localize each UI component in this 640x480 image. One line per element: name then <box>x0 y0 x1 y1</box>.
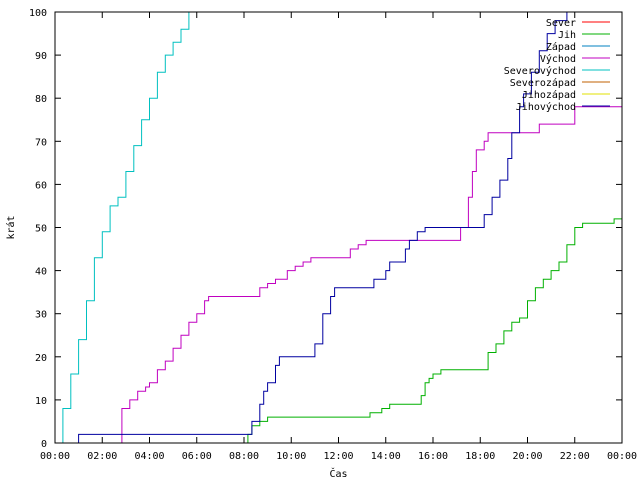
y-axis-label: krát <box>5 215 17 239</box>
x-tick-label: 22:00 <box>560 451 590 462</box>
y-tick-label: 80 <box>35 94 47 105</box>
x-tick-label: 10:00 <box>276 451 306 462</box>
series-line <box>55 12 568 444</box>
y-tick-label: 20 <box>35 353 47 364</box>
y-tick-label: 100 <box>29 8 47 19</box>
x-tick-label: 18:00 <box>465 451 495 462</box>
x-tick-label: 08:00 <box>229 451 259 462</box>
x-tick-label: 02:00 <box>87 451 117 462</box>
y-tick-label: 40 <box>35 267 47 278</box>
x-tick-label: 14:00 <box>371 451 401 462</box>
legend-label: Jihozápad <box>522 89 576 101</box>
x-tick-label: 04:00 <box>134 451 164 462</box>
y-tick-label: 90 <box>35 51 47 62</box>
legend-label: Jihovýchod <box>516 101 576 113</box>
x-tick-label: 00:00 <box>40 451 70 462</box>
plot-border <box>54 11 623 444</box>
series-line <box>55 12 190 444</box>
legend: SeverJihZápadVýchodSeverovýchodSeverozáp… <box>504 18 610 113</box>
x-tick-label: 12:00 <box>323 451 353 462</box>
series-lines <box>55 12 623 444</box>
y-tick-label: 60 <box>35 180 47 191</box>
y-tick-label: 10 <box>35 396 47 407</box>
series-line <box>55 214 623 444</box>
y-tick-label: 50 <box>35 224 47 235</box>
x-tick-label: 00:00 <box>607 451 637 462</box>
y-tick-label: 0 <box>41 439 47 450</box>
legend-label: Sever <box>546 18 576 29</box>
legend-label: Jih <box>558 30 576 41</box>
x-tick-label: 16:00 <box>418 451 448 462</box>
axis-ticks: 00:00 02:00 04:00 06:00 08:00 10:00 12:00 14:00… <box>29 8 637 462</box>
legend-label: Severozápad <box>510 77 576 89</box>
y-tick-label: 70 <box>35 137 47 148</box>
x-axis-label: Čas <box>329 467 347 480</box>
legend-label: Východ <box>540 53 576 65</box>
x-tick-label: 20:00 <box>512 451 542 462</box>
x-tick-label: 06:00 <box>182 451 212 462</box>
legend-label: Západ <box>546 41 576 53</box>
legend-label: Severovýchod <box>504 65 576 77</box>
y-tick-label: 30 <box>35 310 47 321</box>
series-line <box>55 106 622 444</box>
